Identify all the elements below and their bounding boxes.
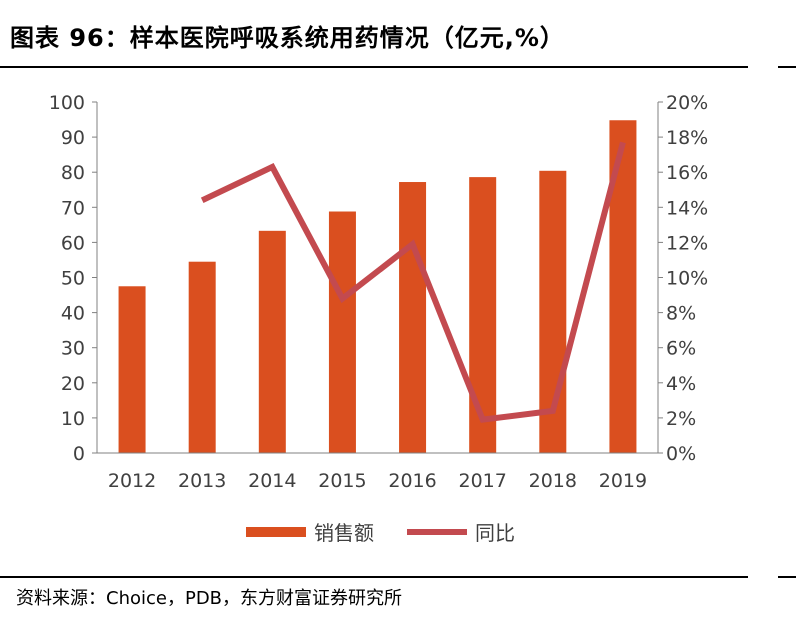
title-divider-stub: [778, 66, 796, 68]
left-tick-label: 60: [61, 232, 85, 254]
bar-2015: [328, 211, 356, 453]
bar-2017: [469, 177, 497, 453]
x-tick-label: 2015: [318, 470, 366, 492]
right-tick-label: 16%: [666, 162, 708, 184]
right-tick-label: 18%: [666, 127, 708, 149]
right-tick-label: 12%: [666, 232, 708, 254]
left-tick-label: 40: [61, 303, 85, 325]
right-tick-label: 6%: [666, 338, 696, 360]
page-title: 图表 96：样本医院呼吸系统用药情况（亿元,%）: [10, 24, 565, 52]
left-tick-label: 80: [61, 162, 85, 184]
left-tick-label: 90: [61, 127, 85, 149]
left-tick-label: 20: [61, 373, 85, 395]
x-tick-label: 2012: [108, 470, 156, 492]
right-tick-label: 20%: [666, 92, 708, 114]
bar-2016: [399, 182, 427, 453]
legend-label-line: 同比: [475, 521, 515, 545]
bars-layer: [118, 120, 637, 453]
source-note: 资料来源：Choice，PDB，东方财富证券研究所: [16, 588, 403, 609]
x-tick-label: 2014: [248, 470, 296, 492]
line-layer: [200, 141, 626, 423]
x-tick-label: 2018: [529, 470, 577, 492]
bar-2012: [118, 286, 146, 453]
axes-layer: 0 10 20 30 40 50 60 70 80 90 100 0% 2% 4% 6% 8% 10% 12% 14…: [49, 92, 709, 492]
bar-2013: [188, 261, 216, 453]
left-tick-label: 100: [49, 92, 85, 114]
left-tick-label: 70: [61, 197, 85, 219]
source-divider-stub: [778, 576, 796, 578]
legend-swatch-bar: [246, 527, 306, 537]
x-tick-label: 2013: [178, 470, 226, 492]
x-tick-label: 2019: [599, 470, 647, 492]
left-tick-label: 30: [61, 338, 85, 360]
source-divider: [0, 576, 748, 578]
left-tick-label: 50: [61, 268, 85, 290]
right-tick-label: 4%: [666, 373, 696, 395]
right-tick-label: 10%: [666, 268, 708, 290]
bar-2014: [258, 230, 286, 453]
title-divider: [0, 66, 748, 68]
legend: 销售额 同比: [246, 521, 515, 545]
right-tick-label: 2%: [666, 408, 696, 430]
left-tick-label: 0: [73, 443, 85, 465]
right-tick-label: 8%: [666, 303, 696, 325]
left-tick-label: 10: [61, 408, 85, 430]
legend-label-bar: 销售额: [314, 521, 374, 545]
x-tick-label: 2017: [459, 470, 507, 492]
x-tick-label: 2016: [388, 470, 436, 492]
right-tick-label: 0%: [666, 443, 696, 465]
right-tick-label: 14%: [666, 197, 708, 219]
